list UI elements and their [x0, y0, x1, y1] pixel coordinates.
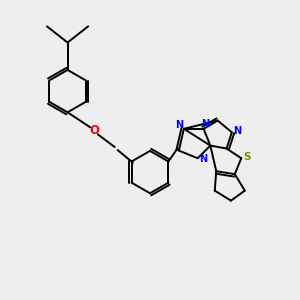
- Text: N: N: [201, 119, 209, 129]
- Text: N: N: [200, 154, 208, 164]
- Text: O: O: [89, 124, 99, 137]
- Text: N: N: [233, 126, 241, 136]
- Text: S: S: [243, 152, 251, 162]
- Text: N: N: [175, 120, 183, 130]
